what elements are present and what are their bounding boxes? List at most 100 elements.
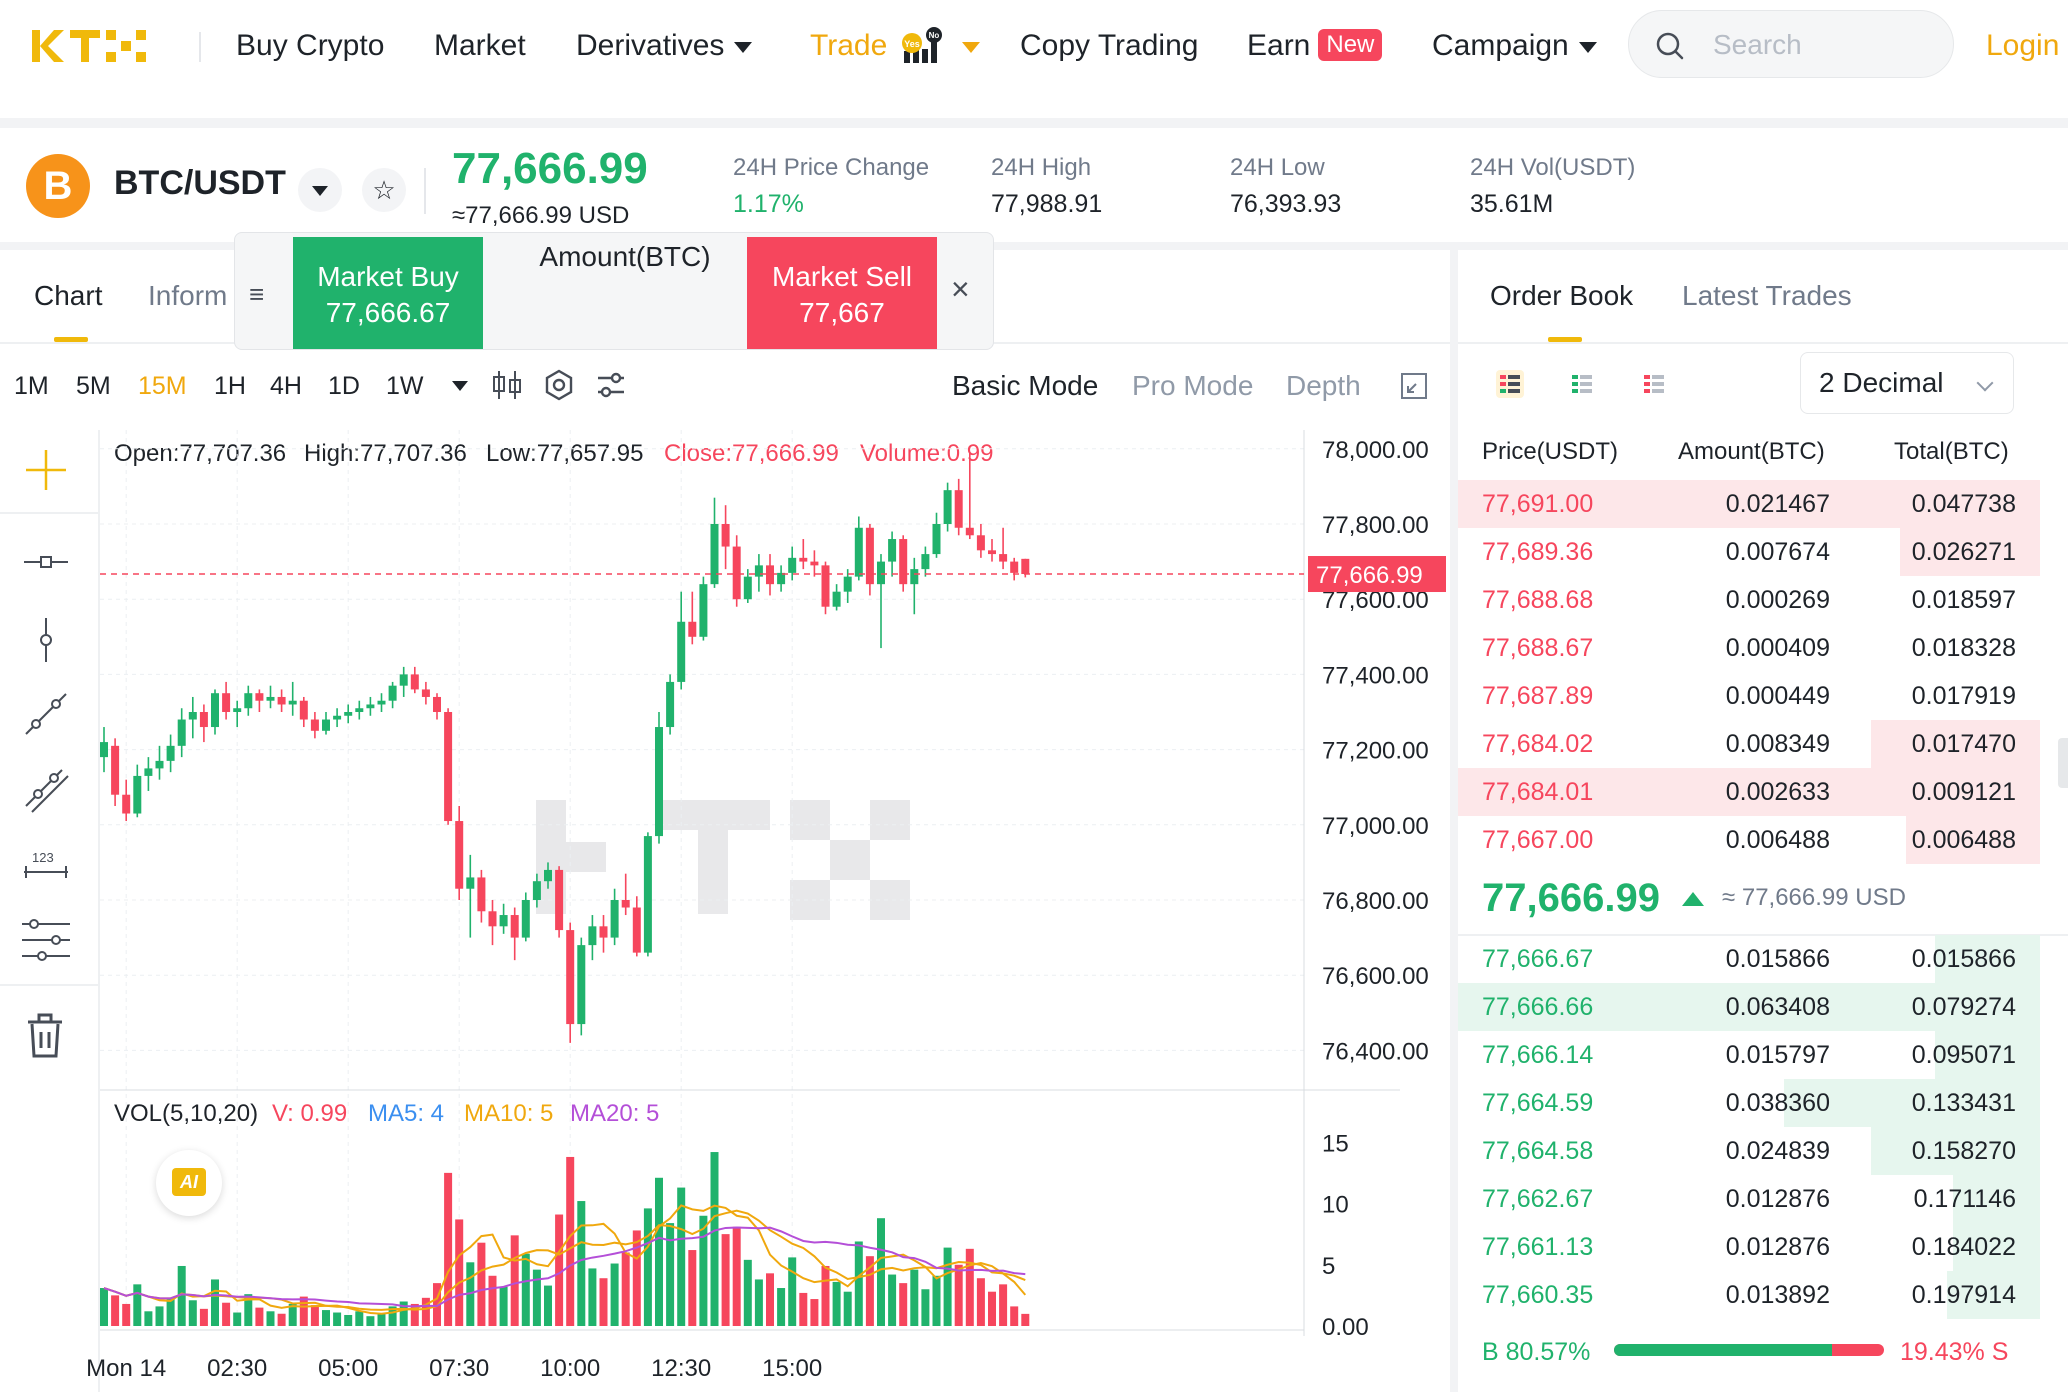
timeframe-1m[interactable]: 1M (14, 372, 49, 400)
pair-name[interactable]: BTC/USDT (114, 164, 286, 202)
stat-value-volume: 35.61M (1470, 190, 1554, 218)
ask-row[interactable]: 77,688.68 0.000269 0.018597 (1458, 576, 2040, 624)
book-view-bids-icon[interactable] (1568, 370, 1596, 398)
nav-derivatives[interactable]: Derivatives (576, 26, 753, 66)
ask-row[interactable]: 77,688.67 0.000409 0.018328 (1458, 624, 2040, 672)
volume-bar (821, 1265, 830, 1326)
timeframe-1d[interactable]: 1D (328, 372, 360, 400)
pair-dropdown-button[interactable] (298, 168, 342, 212)
candle-body (610, 900, 619, 938)
bid-row[interactable]: 77,666.14 0.015797 0.095071 (1458, 1031, 2040, 1079)
bid-row[interactable]: 77,660.35 0.013892 0.197914 (1458, 1271, 2040, 1319)
indicator-settings-icon[interactable] (542, 368, 576, 402)
timeframe-5m[interactable]: 5M (76, 372, 111, 400)
tab-latest-trades[interactable]: Latest Trades (1682, 280, 1852, 311)
fullscreen-icon[interactable] (1400, 372, 1428, 400)
stat-label-high: 24H High (991, 154, 1092, 181)
bid-row[interactable]: 77,666.67 0.015866 0.015866 (1458, 935, 2040, 983)
menu-icon[interactable]: ≡ (249, 279, 265, 309)
volume-bar (610, 1263, 619, 1326)
order-price: 77,666.14 (1482, 1041, 1594, 1069)
timeframe-1w[interactable]: 1W (386, 372, 424, 400)
ask-row[interactable]: 77,689.36 0.007674 0.026271 (1458, 528, 2040, 576)
nav-trade[interactable]: Trade Yes No (810, 26, 980, 66)
book-view-both-icon[interactable] (1496, 370, 1524, 398)
tool-divider (0, 984, 98, 986)
timeframe-1h[interactable]: 1H (214, 372, 246, 400)
ktx-logo[interactable] (32, 26, 148, 66)
watermark-block (790, 880, 830, 920)
ask-row[interactable]: 77,684.01 0.002633 0.009121 (1458, 768, 2040, 816)
decimal-select-value: 2 Decimal (1819, 367, 1944, 398)
pro-mode-button[interactable]: Pro Mode (1132, 370, 1254, 401)
tab-information[interactable]: Inform (148, 280, 228, 311)
volume-bar (455, 1219, 464, 1326)
chevron-down-icon (961, 41, 980, 53)
stat-value-high: 77,988.91 (991, 190, 1103, 218)
watermark-block (698, 830, 728, 914)
candle-body (410, 674, 419, 690)
book-view-asks-icon[interactable] (1640, 370, 1668, 398)
market-sell-button[interactable]: Market Sell 77,667 (747, 237, 937, 349)
depth-bar (1458, 480, 2040, 528)
bid-row[interactable]: 77,664.58 0.024839 0.158270 (1458, 1127, 2040, 1175)
depth-bar (1871, 1127, 2040, 1175)
depth-button[interactable]: Depth (1286, 370, 1361, 401)
nav-market[interactable]: Market (434, 29, 526, 62)
order-total: 0.018597 (1911, 586, 2016, 614)
fibonacci-icon[interactable]: 123 (22, 848, 70, 884)
depth-bar (1458, 983, 2040, 1031)
volume-bar (477, 1242, 486, 1326)
trash-icon[interactable] (24, 1012, 66, 1060)
ai-assistant-button[interactable]: AI (156, 1150, 222, 1216)
timeframe-more-icon[interactable] (450, 378, 470, 394)
search-icon (1656, 32, 1684, 60)
ask-row[interactable]: 77,667.00 0.006488 0.006488 (1458, 816, 2040, 864)
bid-row[interactable]: 77,666.66 0.063408 0.079274 (1458, 983, 2040, 1031)
market-buy-button[interactable]: Market Buy 77,666.67 (293, 237, 483, 349)
chart-settings-icon[interactable] (594, 368, 628, 402)
panel-separator (1450, 250, 1458, 1392)
nav-earn[interactable]: Earn New (1247, 26, 1383, 66)
side-handle[interactable] (2058, 738, 2068, 788)
horizontal-line-icon[interactable] (22, 546, 70, 578)
login-link[interactable]: Login (1986, 29, 2060, 62)
candle-type-icon[interactable] (490, 368, 524, 402)
volume-bar (144, 1311, 153, 1326)
volume-bar (732, 1226, 741, 1326)
candle-body (766, 565, 774, 585)
timeframe-4h[interactable]: 4H (270, 372, 302, 400)
favorite-star-icon[interactable]: ☆ (362, 168, 406, 212)
parallel-channel-icon[interactable] (22, 766, 70, 814)
volume-bar (643, 1208, 652, 1326)
nav-copy-trading[interactable]: Copy Trading (1020, 29, 1199, 62)
basic-mode-button[interactable]: Basic Mode (952, 370, 1099, 401)
candle-body (754, 565, 763, 577)
timeframe-15m[interactable]: 15M (138, 372, 187, 400)
ask-row[interactable]: 77,687.89 0.000449 0.017919 (1458, 672, 2040, 720)
measure-tool-icon[interactable] (20, 918, 72, 962)
ask-row[interactable]: 77,684.02 0.008349 0.017470 (1458, 720, 2040, 768)
candle-body (888, 539, 897, 562)
ask-row[interactable]: 77,691.00 0.021467 0.047738 (1458, 480, 2040, 528)
tab-order-book[interactable]: Order Book (1490, 280, 1634, 311)
bid-row[interactable]: 77,661.13 0.012876 0.184022 (1458, 1223, 2040, 1271)
candle-body (588, 926, 597, 946)
tab-chart[interactable]: Chart (34, 280, 103, 311)
decimal-select[interactable]: 2 Decimal (1800, 352, 2014, 414)
vertical-line-icon[interactable] (30, 616, 62, 664)
trend-line-icon[interactable] (22, 690, 70, 738)
watermark-block (870, 880, 910, 920)
order-amount: 0.063408 (1725, 993, 1830, 1021)
volume-bar (799, 1292, 808, 1326)
search-box[interactable] (1628, 10, 1954, 78)
crosshair-icon[interactable] (22, 446, 70, 494)
nav-campaign[interactable]: Campaign (1432, 26, 1597, 66)
amount-input[interactable]: Amount(BTC) (539, 241, 711, 272)
volume-bar (910, 1269, 919, 1326)
bid-row[interactable]: 77,662.67 0.012876 0.171146 (1458, 1175, 2040, 1223)
nav-buy-crypto[interactable]: Buy Crypto (236, 29, 385, 62)
close-icon[interactable]: × (951, 271, 970, 307)
search-input[interactable] (1713, 25, 1933, 65)
bid-row[interactable]: 77,664.59 0.038360 0.133431 (1458, 1079, 2040, 1127)
